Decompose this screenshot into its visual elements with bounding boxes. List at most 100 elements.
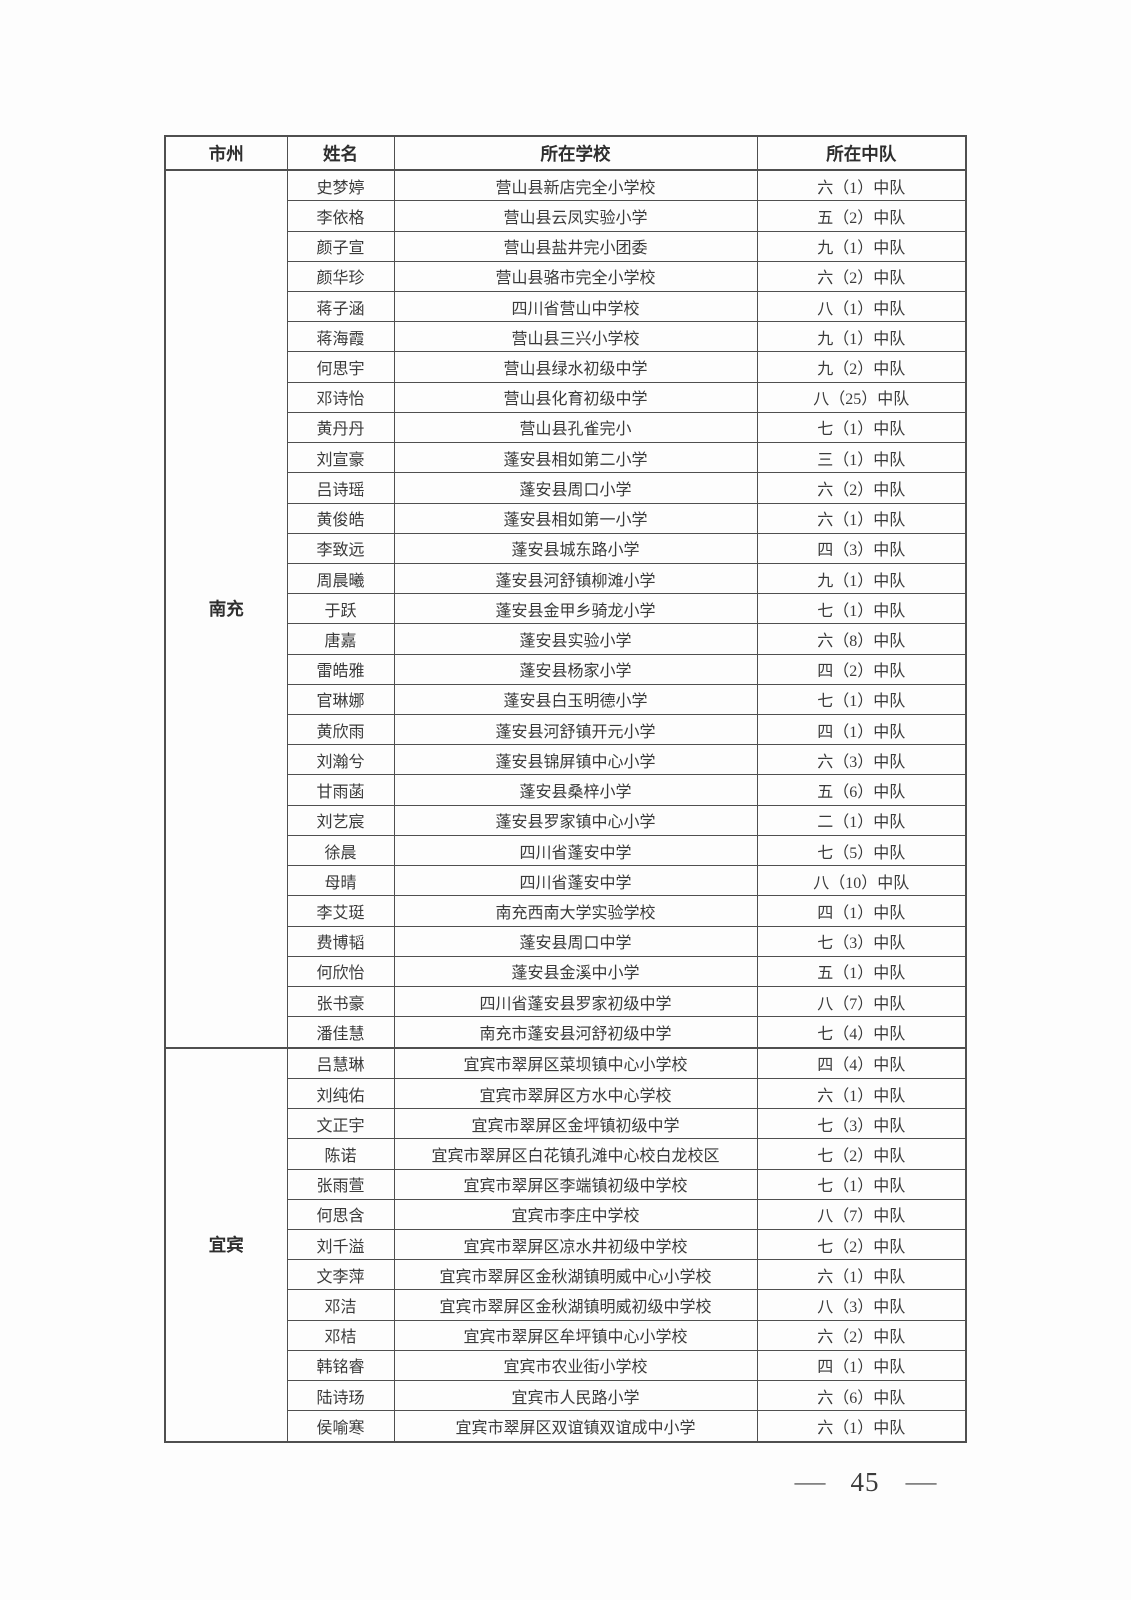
squad-cell: 九（1）中队 — [756, 230, 967, 262]
school-cell: 宜宾市李庄中学校 — [393, 1198, 758, 1230]
name-cell: 费博韬 — [286, 925, 395, 957]
table-row: 张书豪 四川省蓬安县罗家初级中学 八（7）中队 — [165, 986, 967, 1018]
table-row: 雷皓雅 蓬安县杨家小学 四（2）中队 — [165, 653, 967, 685]
school-cell: 蓬安县河舒镇开元小学 — [393, 714, 758, 746]
table-row: 蒋海霞 营山县三兴小学校 九（1）中队 — [165, 321, 967, 353]
school-cell: 营山县盐井完小团委 — [393, 230, 758, 262]
school-cell: 宜宾市翠屏区双谊镇双谊成中小学 — [393, 1410, 758, 1443]
name-cell: 邓洁 — [286, 1289, 395, 1321]
squad-cell: 四（2）中队 — [756, 653, 967, 685]
squad-cell: 四（3）中队 — [756, 532, 967, 564]
name-cell: 刘纯佑 — [286, 1077, 395, 1110]
school-cell: 四川省蓬安中学 — [393, 865, 758, 897]
school-cell: 南充西南大学实验学校 — [393, 895, 758, 927]
table-row: 潘佳慧 南充市蓬安县河舒初级中学 七（4）中队 — [165, 1016, 967, 1049]
squad-cell: 七（5）中队 — [756, 834, 967, 867]
school-cell: 蓬安县白玉明德小学 — [393, 683, 758, 716]
table-row: 刘瀚兮 蓬安县锦屏镇中心小学 六（3）中队 — [165, 744, 967, 776]
name-cell: 邓桔 — [286, 1319, 395, 1351]
school-cell: 蓬安县桑梓小学 — [393, 774, 758, 806]
squad-cell: 七（3）中队 — [756, 1108, 967, 1140]
squad-cell: 六（2）中队 — [756, 260, 967, 292]
table-row: 南充 史梦婷 营山县新店完全小学校 六（1）中队 — [164, 169, 967, 1049]
table-row: 甘雨菡 蓬安县桑梓小学 五（6）中队 — [165, 774, 967, 806]
table-row: 黄欣雨 蓬安县河舒镇开元小学 四（1）中队 — [165, 714, 967, 746]
squad-cell: 六（1）中队 — [756, 169, 967, 202]
table-row: 李致远 蓬安县城东路小学 四（3）中队 — [165, 532, 967, 564]
col-header-city: 市州 — [164, 135, 288, 171]
table-row: 刘纯佑 宜宾市翠屏区方水中心学校 六（1）中队 — [165, 1077, 967, 1110]
name-cell: 李依格 — [286, 200, 395, 232]
squad-cell: 六（8）中队 — [756, 623, 967, 655]
school-cell: 营山县孔雀完小 — [393, 411, 758, 444]
table-row: 黄俊皓 蓬安县相如第一小学 六（1）中队 — [165, 502, 967, 534]
squad-cell: 五（2）中队 — [756, 200, 967, 232]
name-cell: 文正宇 — [286, 1108, 395, 1140]
school-cell: 营山县三兴小学校 — [393, 321, 758, 353]
school-cell: 蓬安县锦屏镇中心小学 — [393, 744, 758, 776]
squad-cell: 六（1）中队 — [756, 1410, 967, 1443]
squad-cell: 七（2）中队 — [756, 1138, 967, 1170]
school-cell: 营山县绿水初级中学 — [393, 351, 758, 383]
table-row: 文李萍 宜宾市翠屏区金秋湖镇明威中心小学校 六（1）中队 — [165, 1259, 967, 1291]
table-row: 官琳娜 蓬安县白玉明德小学 七（1）中队 — [165, 683, 967, 716]
name-cell: 蒋海霞 — [286, 321, 395, 353]
col-header-school: 所在学校 — [393, 135, 758, 171]
squad-cell: 八（7）中队 — [756, 986, 967, 1018]
school-cell: 营山县骆市完全小学校 — [393, 260, 758, 292]
table-row: 唐嘉 蓬安县实验小学 六（8）中队 — [165, 623, 967, 655]
table-row: 李艾珽 南充西南大学实验学校 四（1）中队 — [165, 895, 967, 927]
squad-cell: 四（1）中队 — [756, 1349, 967, 1382]
table-row: 侯喻寒 宜宾市翠屏区双谊镇双谊成中小学 六（1）中队 — [165, 1410, 967, 1443]
squad-cell: 七（4）中队 — [756, 1016, 967, 1049]
squad-cell: 八（25）中队 — [756, 381, 967, 413]
name-cell: 文李萍 — [286, 1259, 395, 1291]
school-cell: 蓬安县杨家小学 — [393, 653, 758, 685]
squad-cell: 六（6）中队 — [756, 1380, 967, 1412]
name-cell: 官琳娜 — [286, 683, 395, 716]
table-row: 吕诗瑶 蓬安县周口小学 六（2）中队 — [165, 472, 967, 504]
school-cell: 南充市蓬安县河舒初级中学 — [393, 1016, 758, 1049]
awardees-table: 市州 姓名 所在学校 所在中队 南充 史梦婷 营山县新店完全小学校 六（1）中队 李依格… — [164, 135, 967, 1444]
squad-cell: 二（1）中队 — [756, 804, 967, 836]
school-cell: 宜宾市翠屏区李端镇初级中学校 — [393, 1168, 758, 1200]
name-cell: 雷皓雅 — [286, 653, 395, 685]
name-cell: 蒋子涵 — [286, 290, 395, 323]
table-row: 母晴 四川省蓬安中学 八（10）中队 — [165, 865, 967, 897]
squad-cell: 九（1）中队 — [756, 321, 967, 353]
footer-dash-right: — — [905, 1469, 936, 1494]
squad-cell: 七（1）中队 — [756, 1168, 967, 1200]
name-cell: 陆诗玚 — [286, 1380, 395, 1412]
school-cell: 营山县新店完全小学校 — [393, 169, 758, 202]
squad-cell: 六（2）中队 — [756, 1319, 967, 1351]
name-cell: 甘雨菡 — [286, 774, 395, 806]
school-cell: 四川省营山中学校 — [393, 290, 758, 323]
school-cell: 宜宾市翠屏区白花镇孔滩中心校白龙校区 — [393, 1138, 758, 1170]
school-cell: 蓬安县相如第一小学 — [393, 502, 758, 534]
table-row: 费博韬 蓬安县周口中学 七（3）中队 — [165, 925, 967, 957]
school-cell: 蓬安县河舒镇柳滩小学 — [393, 562, 758, 595]
squad-cell: 五（6）中队 — [756, 774, 967, 806]
squad-cell: 三（1）中队 — [756, 442, 967, 474]
name-cell: 刘艺宸 — [286, 804, 395, 836]
header-row: 市州 姓名 所在学校 所在中队 — [164, 135, 967, 171]
name-cell: 黄丹丹 — [286, 411, 395, 444]
col-header-squad: 所在中队 — [756, 135, 967, 171]
school-cell: 蓬安县周口小学 — [393, 472, 758, 504]
table-row: 陆诗玚 宜宾市人民路小学 六（6）中队 — [165, 1380, 967, 1412]
name-cell: 刘千溢 — [286, 1228, 395, 1261]
school-cell: 宜宾市翠屏区菜坝镇中心小学校 — [393, 1046, 758, 1079]
squad-cell: 八（7）中队 — [756, 1198, 967, 1230]
name-cell: 黄欣雨 — [286, 714, 395, 746]
table-row: 宜宾 吕慧琳 宜宾市翠屏区菜坝镇中心小学校 四（4）中队 — [164, 1046, 967, 1444]
name-cell: 周晨曦 — [286, 562, 395, 595]
table-row: 于跃 蓬安县金甲乡骑龙小学 七（1）中队 — [165, 593, 967, 625]
name-cell: 何思宇 — [286, 351, 395, 383]
table-row: 蒋子涵 四川省营山中学校 八（1）中队 — [165, 290, 967, 323]
name-cell: 刘宣豪 — [286, 442, 395, 474]
squad-cell: 七（1）中队 — [756, 683, 967, 716]
name-cell: 何思含 — [286, 1198, 395, 1230]
name-cell: 韩铭睿 — [286, 1349, 395, 1382]
school-cell: 蓬安县城东路小学 — [393, 532, 758, 564]
